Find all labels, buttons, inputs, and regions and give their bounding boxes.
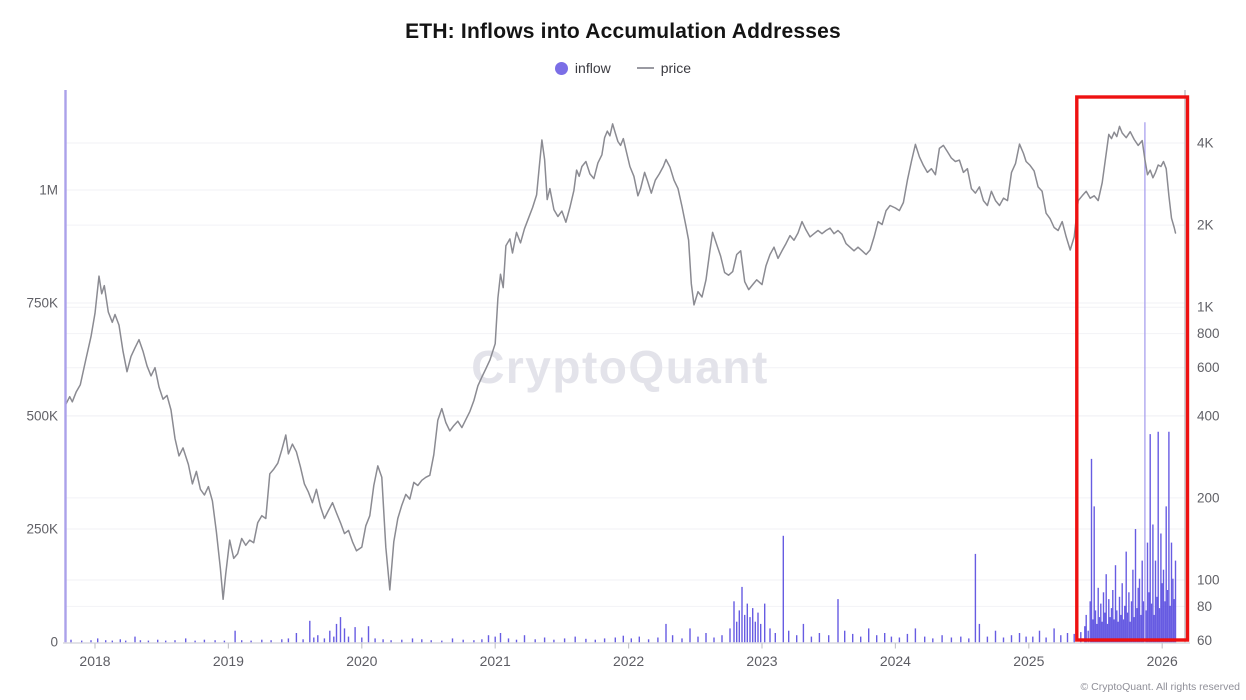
- inflow-bars: [70, 122, 1177, 643]
- x-axis-tick-label: 2025: [1013, 653, 1044, 669]
- y-right-tick-label: 800: [1197, 326, 1220, 341]
- plot-area[interactable]: [65, 90, 1185, 643]
- y-right-tick-label: 80: [1197, 599, 1212, 614]
- y-right-tick-label: 1K: [1197, 300, 1214, 315]
- y-right-tick-label: 4K: [1197, 136, 1214, 151]
- chart-title: ETH: Inflows into Accumulation Addresses: [405, 20, 841, 43]
- x-axis-tick-label: 2020: [346, 653, 377, 669]
- copyright-text: © CryptoQuant. All rights reserved: [1080, 681, 1240, 693]
- highlight-rectangle: [1075, 95, 1190, 642]
- gridlines: [65, 142, 1185, 607]
- y-left-tick-label: 250K: [26, 522, 58, 537]
- y-left-tick-label: 1M: [39, 183, 58, 198]
- axes: [63, 90, 1190, 649]
- watermark: CryptoQuant: [471, 341, 769, 393]
- y-right-tick-label: 600: [1197, 360, 1220, 375]
- x-axis-tick-label: 2019: [213, 653, 244, 669]
- y-right-tick-label: 60: [1197, 633, 1212, 648]
- y-left-tick-label: 0: [50, 635, 58, 650]
- x-axis-tick-label: 2026: [1147, 653, 1178, 669]
- y-right-tick-label: 100: [1197, 573, 1220, 588]
- legend-item-price[interactable]: price: [636, 60, 692, 76]
- legend-item-inflow[interactable]: inflow: [554, 60, 611, 76]
- x-axis-tick-label: 2024: [880, 653, 911, 669]
- inflow-dot-icon: [554, 61, 568, 75]
- x-axis-tick-label: 2023: [746, 653, 777, 669]
- y-left-tick-label: 750K: [26, 296, 58, 311]
- axis-labels: 2018 2019 2020 2021 2022 2023 2024 2025 2026 0 250…: [26, 136, 1219, 670]
- legend: inflow price: [0, 60, 1246, 76]
- legend-inflow-label: inflow: [574, 60, 611, 76]
- y-right-tick-label: 400: [1197, 408, 1220, 423]
- x-axis-tick-label: 2022: [613, 653, 644, 669]
- y-left-tick-label: 500K: [26, 409, 58, 424]
- legend-price-label: price: [660, 60, 692, 76]
- x-axis-tick-label: 2018: [79, 653, 110, 669]
- y-right-tick-label: 200: [1197, 490, 1220, 505]
- y-right-tick-label: 2K: [1197, 218, 1214, 233]
- price-line: [64, 123, 1177, 601]
- price-line-icon: [636, 67, 654, 69]
- x-axis-tick-label: 2021: [480, 653, 511, 669]
